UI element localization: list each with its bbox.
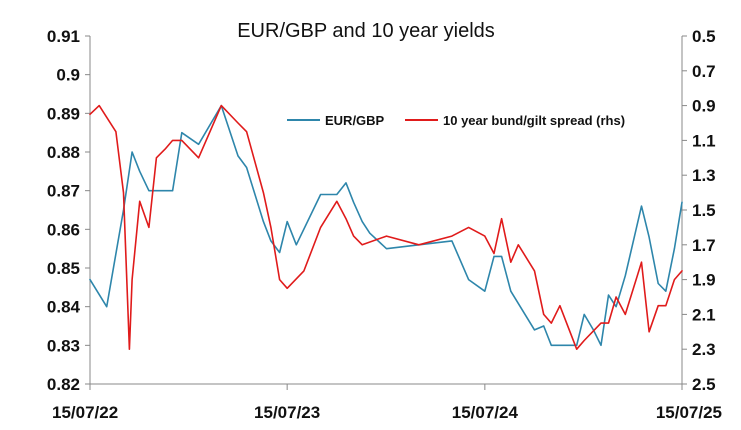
y-left-tick-label: 0.83 bbox=[47, 336, 80, 355]
legend: EUR/GBP 10 year bund/gilt spread (rhs) bbox=[287, 113, 625, 128]
series-layer bbox=[89, 104, 683, 351]
y-right-tick-label: 1.7 bbox=[692, 236, 716, 255]
chart-title: EUR/GBP and 10 year yields bbox=[237, 20, 495, 42]
y-right-tick-label: 2.1 bbox=[692, 305, 716, 324]
y-right-tick-label: 0.9 bbox=[692, 97, 716, 116]
x-tick-label: 15/07/24 bbox=[452, 403, 519, 422]
y-left-tick-label: 0.9 bbox=[56, 66, 80, 85]
y-right-tick-label: 1.9 bbox=[692, 271, 716, 290]
series-line-eurgbp bbox=[89, 104, 683, 347]
y-left-tick-label: 0.89 bbox=[47, 104, 80, 123]
y-right-tick-label: 2.3 bbox=[692, 340, 716, 359]
y-left-tick-label: 0.91 bbox=[47, 27, 80, 46]
y-right-tick-label: 1.3 bbox=[692, 166, 716, 185]
legend-label-eurgbp: EUR/GBP bbox=[325, 113, 385, 128]
y-right-tick-label: 2.5 bbox=[692, 375, 716, 394]
y-right-tick-label: 1.1 bbox=[692, 131, 716, 150]
y-left-tick-label: 0.85 bbox=[47, 259, 80, 278]
x-tick-label: 15/07/25 bbox=[656, 403, 722, 422]
legend-label-spread: 10 year bund/gilt spread (rhs) bbox=[443, 113, 625, 128]
y-right-tick-label: 1.5 bbox=[692, 201, 716, 220]
axes: 0.91 0.9 0.89 0.88 0.87 0.86 0.85 0.84 0.83 0.82 0… bbox=[47, 27, 722, 422]
y-left-tick-label: 0.82 bbox=[47, 375, 80, 394]
y-right-tick-label: 0.7 bbox=[692, 62, 716, 81]
y-left-tick-label: 0.86 bbox=[47, 220, 80, 239]
x-tick-label: 15/07/22 bbox=[52, 403, 118, 422]
y-right-tick-label: 0.5 bbox=[692, 27, 716, 46]
y-left-tick-label: 0.84 bbox=[47, 298, 81, 317]
y-left-tick-label: 0.88 bbox=[47, 143, 80, 162]
x-tick-label: 15/07/23 bbox=[254, 403, 320, 422]
series-line-spread bbox=[89, 104, 683, 351]
y-left-tick-label: 0.87 bbox=[47, 182, 80, 201]
